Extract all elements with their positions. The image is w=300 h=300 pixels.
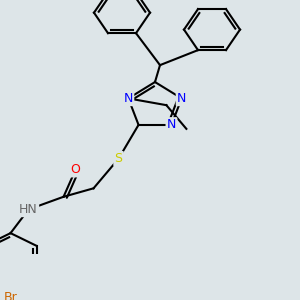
Text: S: S <box>115 152 122 165</box>
Text: N: N <box>124 92 133 105</box>
Text: N: N <box>177 92 186 105</box>
Text: O: O <box>70 163 80 176</box>
Text: HN: HN <box>19 203 38 216</box>
Text: Br: Br <box>4 291 17 300</box>
Text: N: N <box>167 118 176 131</box>
